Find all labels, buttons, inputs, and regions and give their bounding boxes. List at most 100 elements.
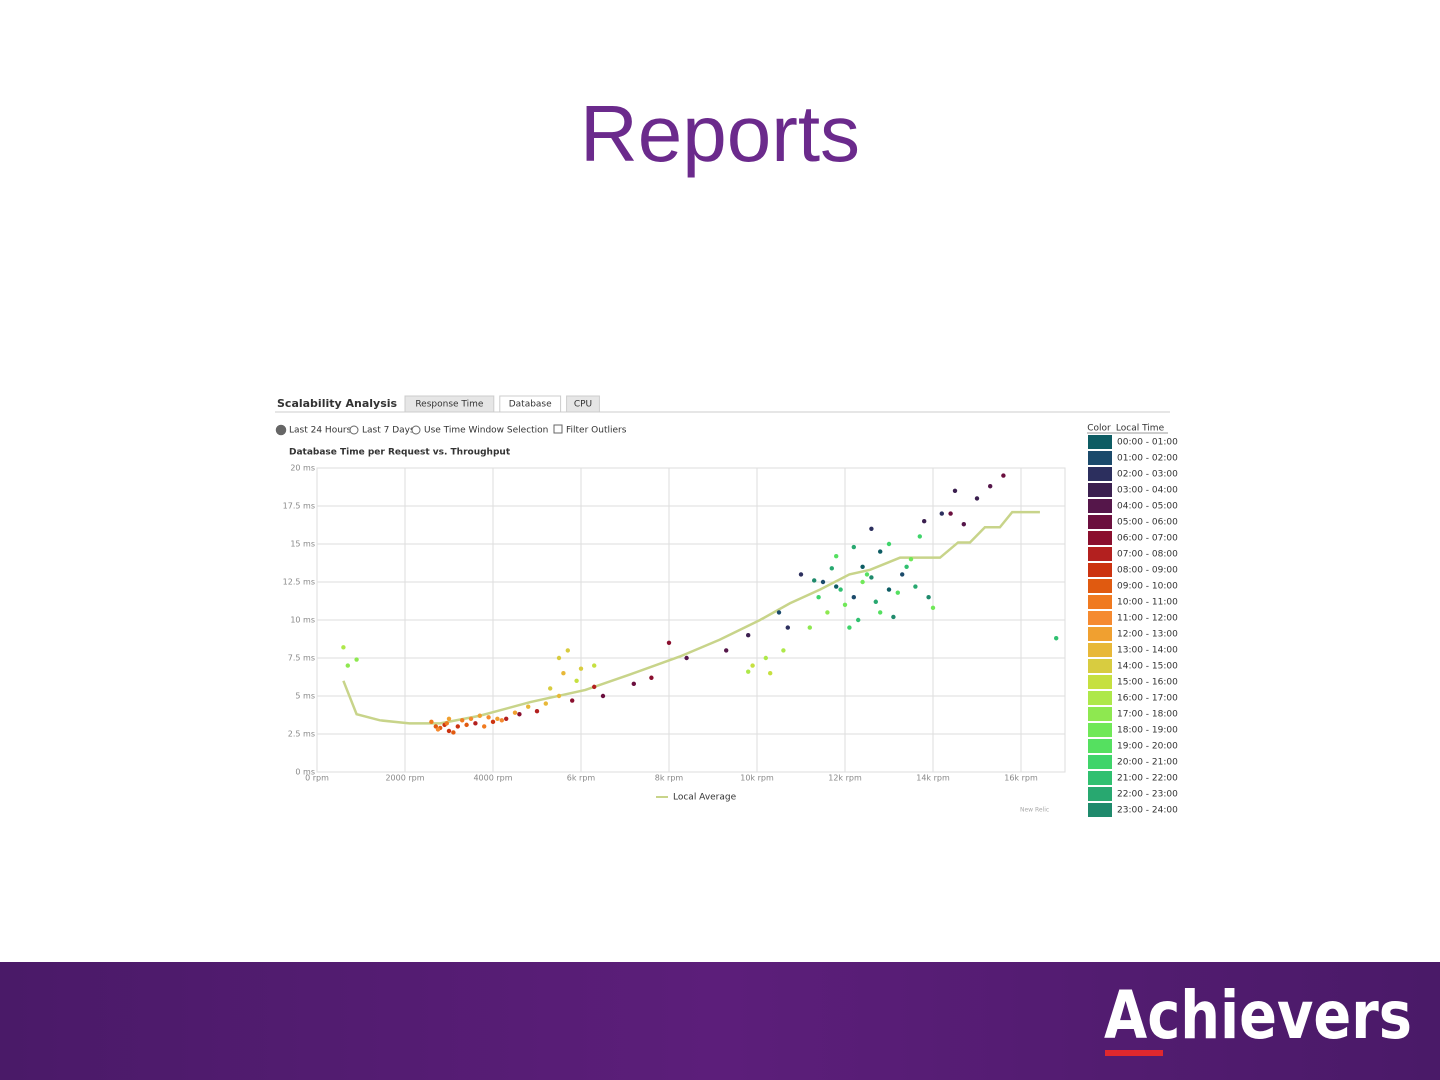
legend-label: 03:00 - 04:00	[1117, 486, 1178, 496]
tab[interactable]	[499, 395, 562, 413]
point	[446, 728, 452, 734]
point	[429, 719, 434, 725]
watermark: New Relic	[1020, 807, 1049, 814]
point	[961, 522, 966, 527]
tab[interactable]	[566, 395, 600, 413]
logo-underline	[1105, 1050, 1163, 1056]
option-label: Last 24 Hours	[289, 426, 352, 436]
legend-label: 09:00 - 10:00	[1117, 582, 1178, 592]
y-tick-label: 17.5 ms	[283, 502, 315, 511]
point	[570, 698, 575, 703]
point	[526, 704, 531, 709]
x-tick-label: 4000 rpm	[473, 774, 512, 783]
point	[578, 666, 584, 671]
point	[838, 587, 843, 592]
point	[435, 727, 441, 732]
point	[512, 710, 518, 715]
point	[776, 610, 782, 615]
slide-title: Reports	[580, 89, 860, 178]
point	[834, 553, 839, 559]
checkbox[interactable]	[553, 424, 563, 434]
option-label: Use Time Window Selection	[424, 426, 548, 436]
point	[847, 625, 852, 630]
chart-title: Database Time per Request vs. Throughput	[289, 448, 511, 458]
legend-label: 05:00 - 06:00	[1117, 518, 1178, 528]
point	[913, 584, 918, 589]
point	[856, 617, 861, 623]
point	[908, 557, 914, 562]
legend-label: 23:00 - 24:00	[1117, 806, 1178, 816]
point	[948, 511, 953, 516]
point	[930, 605, 936, 611]
point	[900, 572, 905, 577]
point	[455, 724, 460, 729]
tab-label: Response Time	[415, 400, 484, 410]
point	[486, 715, 491, 720]
point	[869, 575, 874, 580]
point	[666, 640, 672, 645]
legend-swatch	[1088, 755, 1112, 769]
x-tick-label: 6k rpm	[567, 774, 596, 783]
legend-label: 15:00 - 16:00	[1117, 678, 1178, 688]
point	[785, 625, 790, 630]
legend-swatch	[1088, 563, 1112, 577]
point	[891, 614, 896, 620]
legend-label: 12:00 - 13:00	[1117, 630, 1178, 640]
legend-label: 16:00 - 17:00	[1117, 694, 1178, 704]
point	[864, 572, 870, 577]
point	[842, 602, 848, 607]
radio[interactable]	[411, 425, 421, 435]
point	[684, 655, 689, 661]
point	[768, 671, 773, 676]
point	[807, 625, 812, 630]
legend-label: 21:00 - 22:00	[1117, 774, 1178, 784]
point	[565, 648, 570, 653]
legend-label: 02:00 - 03:00	[1117, 470, 1178, 480]
panel-title: Scalability Analysis	[277, 397, 398, 410]
legend-label: 20:00 - 21:00	[1117, 758, 1178, 768]
legend-swatch	[1088, 675, 1112, 689]
x-tick-label: 8k rpm	[655, 774, 684, 783]
legend-label: 13:00 - 14:00	[1117, 646, 1178, 656]
x-tick-label: 10k rpm	[740, 774, 774, 783]
local-average-line	[342, 510, 1040, 725]
y-tick-label: 12.5 ms	[283, 578, 315, 587]
legend-label: Local Average	[673, 793, 737, 803]
point	[444, 721, 449, 726]
y-tick-label: 20 ms	[290, 464, 315, 473]
legend-swatch	[1088, 771, 1112, 785]
tab[interactable]	[404, 395, 495, 413]
point	[451, 730, 456, 735]
y-tick-label: 5 ms	[295, 692, 315, 701]
point	[917, 534, 922, 539]
point	[798, 572, 804, 577]
point	[886, 587, 892, 592]
legend-label: 14:00 - 15:00	[1117, 662, 1178, 672]
legend-label: 22:00 - 23:00	[1117, 790, 1178, 800]
legend-swatch	[1088, 723, 1112, 737]
legend-label: 07:00 - 08:00	[1117, 550, 1178, 560]
point	[561, 671, 566, 676]
x-tick-label: 0 rpm	[305, 774, 329, 783]
radio[interactable]	[275, 424, 287, 436]
point	[460, 718, 465, 723]
radio[interactable]	[349, 425, 359, 435]
y-tick-label: 7.5 ms	[288, 654, 315, 663]
legend-label: 17:00 - 18:00	[1117, 710, 1178, 720]
point	[354, 657, 359, 662]
point	[534, 709, 540, 714]
point	[433, 724, 438, 729]
point	[926, 595, 931, 600]
legend-swatch	[1088, 435, 1112, 449]
point	[517, 712, 522, 717]
point	[649, 675, 654, 680]
y-tick-label: 0 ms	[295, 768, 315, 777]
legend-swatch	[1088, 707, 1112, 721]
option-label: Filter Outliers	[566, 426, 627, 436]
tab-label: Database	[509, 400, 552, 410]
point	[878, 610, 883, 615]
legend-label: 10:00 - 11:00	[1117, 598, 1178, 608]
point	[851, 595, 856, 600]
legend-label: 00:00 - 01:00	[1117, 438, 1178, 448]
